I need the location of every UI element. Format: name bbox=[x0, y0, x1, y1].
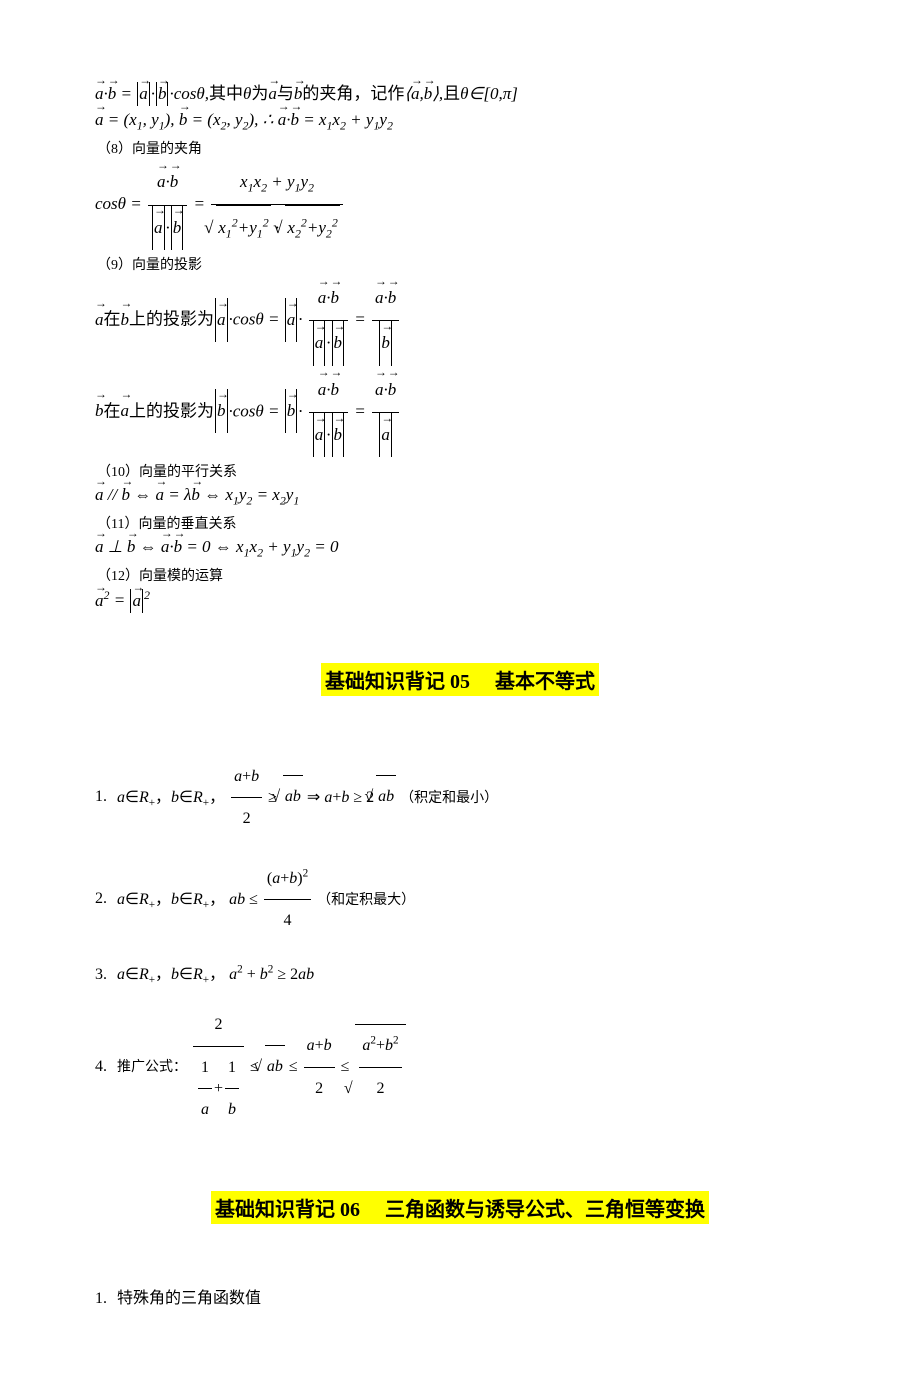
formula-proj-b-on-a: b在a上的投影为b·cosθ = b· a·b a·b = a·b a bbox=[95, 368, 825, 457]
inequality-item-4: 4. 推广公式： 2 1a+1b ≤ ab ≤ a+b2 ≤ a2+b22 bbox=[95, 1004, 825, 1131]
inequality-section: 1. a∈R+，b∈R+， a+b2 ≥ ab ⇒ a+b ≥ 2ab （积定和… bbox=[95, 756, 825, 1131]
formula-parallel: a // b ⇔ a = λb ⇔ x1y2 = x2y1 bbox=[95, 483, 825, 509]
subheading-10: （10）向量的平行关系 bbox=[97, 461, 825, 481]
heading-06-block: 基础知识背记 06 三角函数与诱导公式、三角恒等变换 bbox=[95, 1191, 825, 1224]
formula-dot-product-def: a·b = a·b·cosθ,其中θ为a与b的夹角，记作a,b,且θ∈[0,π] bbox=[95, 82, 825, 106]
inequality-item-1: 1. a∈R+，b∈R+， a+b2 ≥ ab ⇒ a+b ≥ 2ab （积定和… bbox=[95, 756, 825, 840]
inequality-item-2: 2. a∈R+，b∈R+， ab ≤ (a+b)24 （和定积最大） bbox=[95, 858, 825, 942]
inequality-item-3: 3. a∈R+，b∈R+， a2 + b2 ≥ 2ab bbox=[95, 960, 825, 986]
heading-05: 基础知识背记 05 基本不等式 bbox=[321, 663, 599, 696]
trig-section: 1. 特殊角的三角函数值 bbox=[95, 1284, 825, 1308]
formula-perpendicular: a ⊥ b ⇔ a·b = 0 ⇔ x1x2 + y1y2 = 0 bbox=[95, 535, 825, 561]
formula-proj-a-on-b: a在b上的投影为a·cosθ = a· a·b a·b = a·b b bbox=[95, 276, 825, 365]
trig-item-1: 1. 特殊角的三角函数值 bbox=[95, 1284, 825, 1308]
heading-05-block: 基础知识背记 05 基本不等式 bbox=[95, 663, 825, 696]
subheading-8: （8）向量的夹角 bbox=[97, 138, 825, 158]
subheading-11: （11）向量的垂直关系 bbox=[97, 513, 825, 533]
subheading-9: （9）向量的投影 bbox=[97, 254, 825, 274]
subheading-12: （12）向量模的运算 bbox=[97, 565, 825, 585]
formula-cos-theta: cosθ = a·b a·b = x1x2 + y1y2 x12+y12 · x… bbox=[95, 160, 825, 250]
page: a·b = a·b·cosθ,其中θ为a与b的夹角，记作a,b,且θ∈[0,π]… bbox=[0, 0, 920, 1386]
heading-06: 基础知识背记 06 三角函数与诱导公式、三角恒等变换 bbox=[211, 1191, 709, 1224]
formula-modulus: a2 = a2 bbox=[95, 587, 825, 612]
vector-section: a·b = a·b·cosθ,其中θ为a与b的夹角，记作a,b,且θ∈[0,π]… bbox=[95, 82, 825, 613]
formula-coord-form: a = (x1, y1), b = (x2, y2), ∴ a·b = x1x2… bbox=[95, 108, 825, 134]
